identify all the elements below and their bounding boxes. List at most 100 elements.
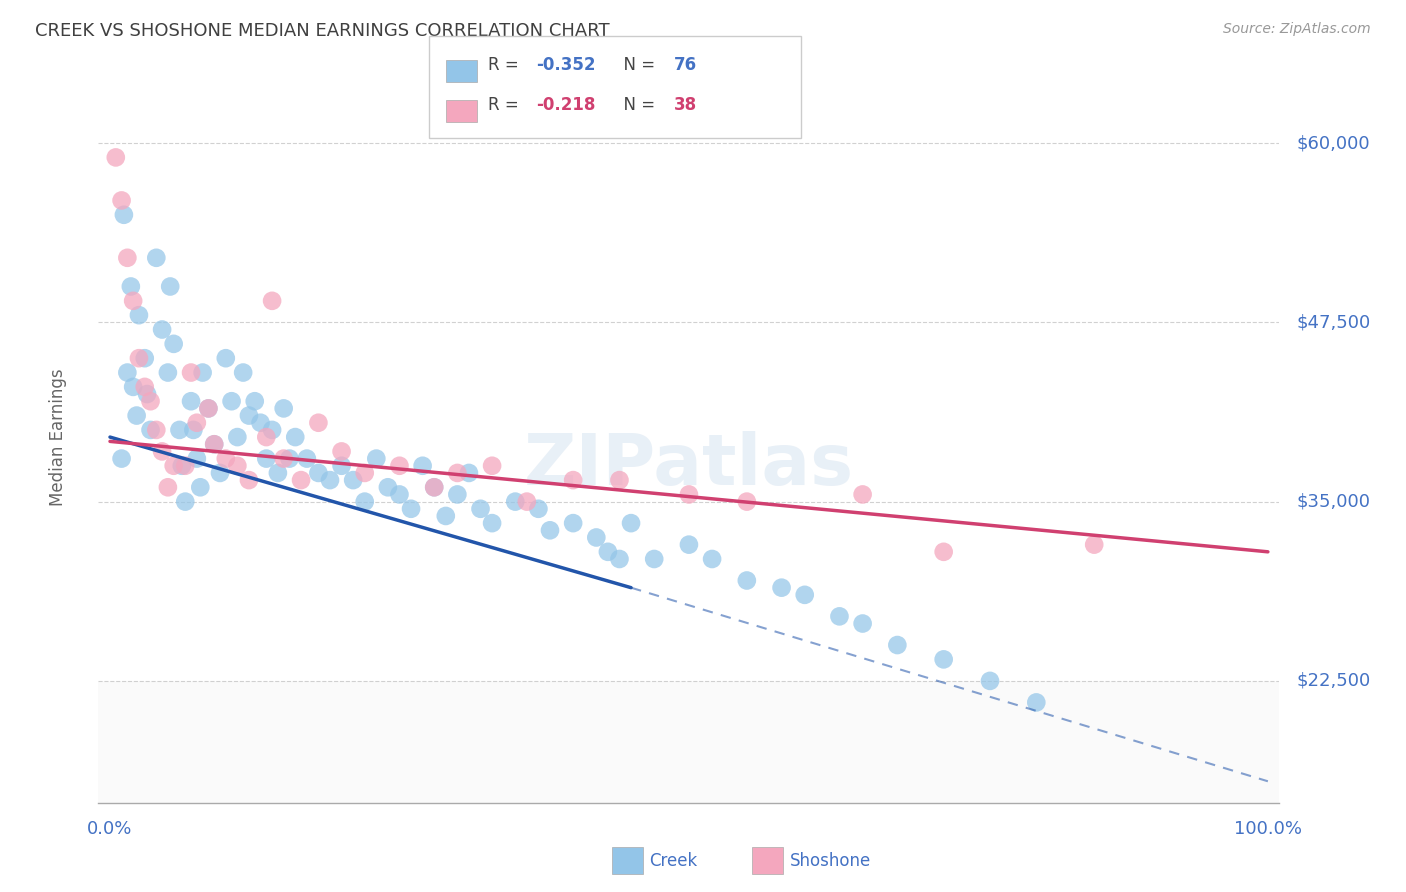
Point bbox=[377, 480, 399, 494]
Point bbox=[139, 394, 162, 409]
Point bbox=[295, 451, 318, 466]
Point bbox=[202, 437, 225, 451]
Point bbox=[139, 423, 162, 437]
Point bbox=[538, 524, 561, 538]
Point bbox=[1025, 695, 1047, 709]
Point bbox=[446, 487, 468, 501]
Point bbox=[423, 480, 446, 494]
Point bbox=[735, 494, 758, 508]
Point bbox=[117, 366, 139, 380]
Point bbox=[180, 366, 202, 380]
Bar bbox=[98, 681, 1279, 803]
Point bbox=[174, 494, 197, 508]
Point bbox=[208, 466, 231, 480]
Point bbox=[388, 458, 411, 473]
Point bbox=[136, 387, 159, 401]
Point bbox=[353, 466, 375, 480]
Point bbox=[412, 458, 434, 473]
Point bbox=[562, 516, 585, 530]
Point bbox=[226, 430, 249, 444]
Point bbox=[112, 208, 135, 222]
Point bbox=[238, 409, 260, 423]
Text: Shoshone: Shoshone bbox=[790, 852, 872, 870]
Point bbox=[150, 444, 173, 458]
Point bbox=[562, 473, 585, 487]
Point bbox=[120, 279, 142, 293]
Point bbox=[609, 552, 631, 566]
Point bbox=[278, 451, 301, 466]
Point bbox=[156, 480, 179, 494]
Point bbox=[620, 516, 643, 530]
Text: Creek: Creek bbox=[650, 852, 697, 870]
Point bbox=[330, 458, 353, 473]
Point bbox=[678, 487, 700, 501]
Point bbox=[284, 430, 307, 444]
Text: 38: 38 bbox=[673, 96, 696, 114]
Point bbox=[197, 401, 219, 416]
Point bbox=[516, 494, 538, 508]
Point bbox=[215, 451, 238, 466]
Point bbox=[180, 394, 202, 409]
Point bbox=[342, 473, 364, 487]
Point bbox=[399, 501, 422, 516]
Text: $35,000: $35,000 bbox=[1296, 492, 1371, 510]
Point bbox=[446, 466, 468, 480]
Point bbox=[191, 366, 214, 380]
Point bbox=[886, 638, 908, 652]
Point bbox=[503, 494, 526, 508]
Text: 0.0%: 0.0% bbox=[87, 820, 132, 838]
Point bbox=[596, 545, 619, 559]
Text: R =: R = bbox=[488, 96, 524, 114]
Point bbox=[254, 451, 277, 466]
Point bbox=[134, 351, 156, 366]
Text: Source: ZipAtlas.com: Source: ZipAtlas.com bbox=[1223, 22, 1371, 37]
Text: $60,000: $60,000 bbox=[1296, 134, 1371, 152]
Point bbox=[186, 451, 208, 466]
Point bbox=[643, 552, 665, 566]
Point bbox=[262, 293, 284, 308]
Text: $22,500: $22,500 bbox=[1296, 672, 1371, 690]
Point bbox=[735, 574, 758, 588]
Point bbox=[128, 308, 150, 322]
Point bbox=[221, 394, 243, 409]
Point bbox=[238, 473, 260, 487]
Point bbox=[470, 501, 492, 516]
Text: N =: N = bbox=[613, 96, 661, 114]
Point bbox=[125, 409, 148, 423]
Point bbox=[330, 444, 353, 458]
Point bbox=[979, 673, 1001, 688]
Point bbox=[202, 437, 225, 451]
Text: $47,500: $47,500 bbox=[1296, 313, 1371, 331]
Point bbox=[273, 401, 295, 416]
Point bbox=[527, 501, 550, 516]
Text: CREEK VS SHOSHONE MEDIAN EARNINGS CORRELATION CHART: CREEK VS SHOSHONE MEDIAN EARNINGS CORREL… bbox=[35, 22, 610, 40]
Point bbox=[388, 487, 411, 501]
Point bbox=[585, 531, 607, 545]
Point bbox=[186, 416, 208, 430]
Point bbox=[609, 473, 631, 487]
Text: ZIPatlas: ZIPatlas bbox=[524, 431, 853, 500]
Point bbox=[104, 150, 127, 164]
Point bbox=[163, 458, 186, 473]
Point bbox=[170, 458, 193, 473]
Point bbox=[159, 279, 181, 293]
Point bbox=[232, 366, 254, 380]
Point bbox=[932, 545, 955, 559]
Point bbox=[243, 394, 266, 409]
Point bbox=[700, 552, 723, 566]
Point bbox=[793, 588, 815, 602]
Text: -0.352: -0.352 bbox=[536, 56, 595, 74]
Point bbox=[183, 423, 205, 437]
Point bbox=[145, 423, 167, 437]
Point bbox=[852, 487, 875, 501]
Point bbox=[423, 480, 446, 494]
Point bbox=[169, 423, 191, 437]
Point bbox=[254, 430, 277, 444]
Text: Median Earnings: Median Earnings bbox=[49, 368, 67, 506]
Point bbox=[458, 466, 481, 480]
Text: 100.0%: 100.0% bbox=[1234, 820, 1302, 838]
Point bbox=[307, 466, 329, 480]
Point bbox=[481, 516, 503, 530]
Point bbox=[481, 458, 503, 473]
Point bbox=[1083, 538, 1105, 552]
